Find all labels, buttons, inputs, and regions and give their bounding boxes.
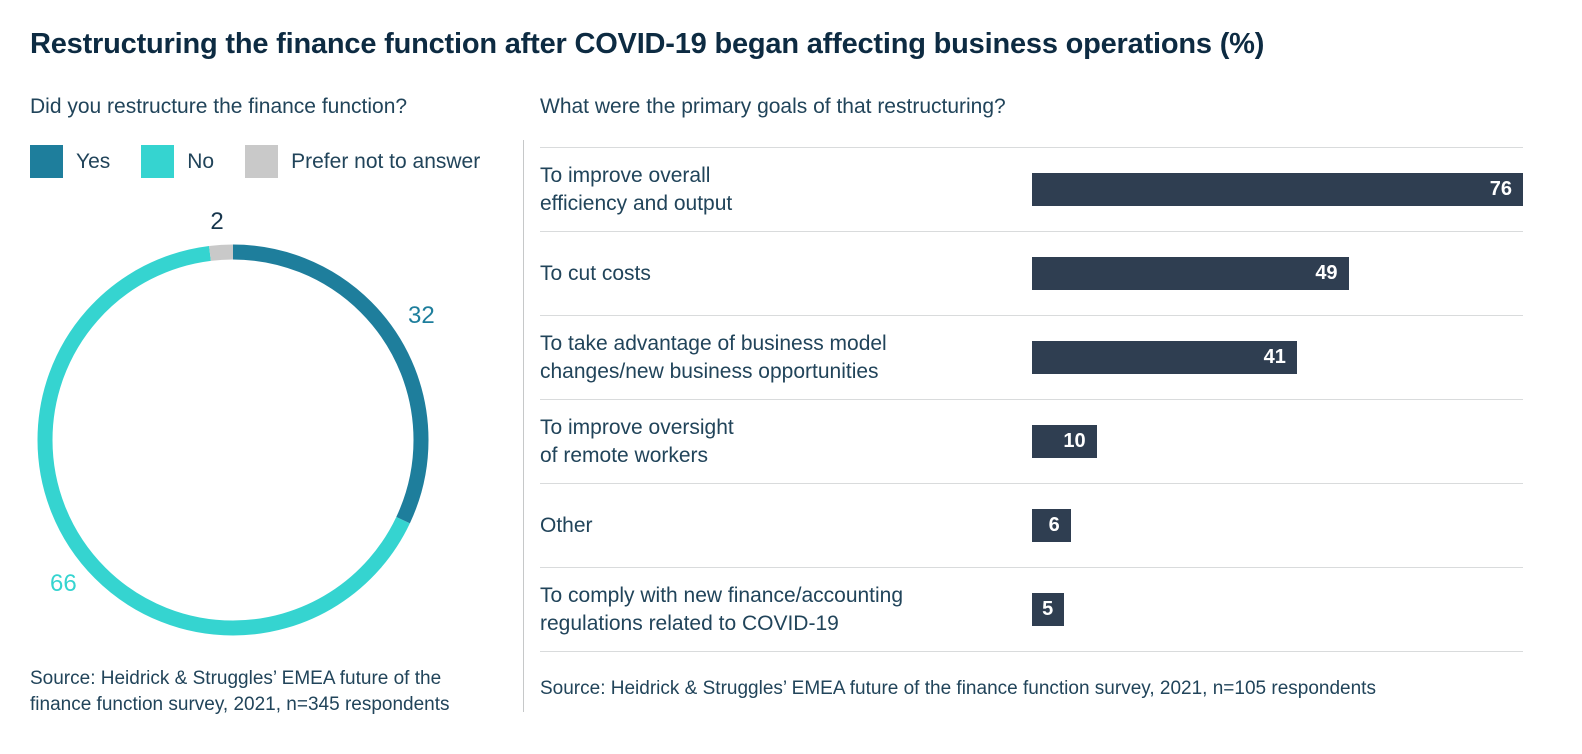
bar-track: 6 — [1032, 509, 1523, 542]
bar-value-label: 5 — [1042, 598, 1054, 620]
legend-label-no: No — [187, 149, 215, 173]
bar-chart: To improve overall efficiency and output 7… — [540, 147, 1523, 652]
legend-label-yes: Yes — [76, 149, 111, 173]
bar: 10 — [1032, 425, 1097, 458]
bar-row: To take advantage of business model chang… — [540, 315, 1523, 399]
legend-swatch-prefer-not-to-answer — [245, 145, 279, 178]
bar-row: To improve oversight of remote workers 10 — [540, 399, 1523, 483]
bar-row: To comply with new finance/accounting reg… — [540, 567, 1523, 651]
bar-category-label: To comply with new finance/accounting reg… — [540, 583, 904, 635]
bar-track: 5 — [1032, 593, 1523, 626]
left-source-line-1: Source: Heidrick & Struggles’ EMEA futur… — [30, 668, 442, 689]
legend-item-no: No — [141, 145, 214, 178]
bar-value-label: 41 — [1263, 346, 1286, 368]
bar-track: 49 — [1032, 257, 1523, 290]
bar-category-label: To cut costs — [540, 261, 651, 285]
donut-value-no: 66 — [50, 570, 77, 597]
bar-value-label: 6 — [1048, 514, 1060, 536]
bar: 6 — [1032, 509, 1071, 542]
donut-legend: Yes No Prefer not to answer — [30, 145, 511, 178]
bar-value-label: 49 — [1315, 262, 1338, 284]
bar-row: To cut costs 49 — [540, 231, 1523, 315]
bar-category-label: Other — [540, 513, 593, 537]
bar: 41 — [1032, 341, 1297, 374]
legend-swatch-yes — [30, 145, 63, 178]
left-source-line-2: finance function survey, 2021, n=345 res… — [30, 694, 450, 715]
left-source-note: Source: Heidrick & Struggles’ EMEA futur… — [30, 666, 450, 718]
bar-category-label: To take advantage of business model chang… — [540, 331, 887, 383]
donut-value-prefer-not-to-answer: 2 — [210, 208, 224, 235]
bar-value-label: 76 — [1489, 178, 1512, 200]
left-panel-question: Did you restructure the finance function… — [30, 95, 408, 118]
panel-divider — [523, 140, 524, 712]
donut-segment-prefer-not-to-answer — [37, 244, 429, 636]
bar-row: To improve overall efficiency and output 7… — [540, 147, 1523, 231]
bar-row: Other 6 — [540, 483, 1523, 567]
bar: 49 — [1032, 257, 1349, 290]
bar-category-label: To improve oversight of remote workers — [540, 415, 734, 467]
bar-category-label: To improve overall efficiency and output — [540, 163, 733, 215]
bar-track: 76 — [1032, 173, 1523, 206]
legend-item-prefer-not-to-answer: Prefer not to answer — [245, 145, 480, 178]
bar-track: 41 — [1032, 341, 1523, 374]
bar-track: 10 — [1032, 425, 1523, 458]
donut-value-yes: 32 — [408, 302, 435, 329]
donut-chart-area: 32 66 2 — [30, 200, 490, 660]
right-source-note: Source: Heidrick & Struggles’ EMEA futur… — [540, 678, 1376, 699]
legend-swatch-no — [141, 145, 175, 178]
bar: 76 — [1032, 173, 1523, 206]
donut-chart — [37, 244, 429, 636]
legend-label-prefer-not-to-answer: Prefer not to answer — [291, 149, 481, 173]
donut-segment-no — [37, 244, 429, 636]
page-title: Restructuring the finance function after… — [30, 28, 1265, 60]
bar-value-label: 10 — [1063, 430, 1086, 452]
bar: 5 — [1032, 593, 1065, 626]
legend-item-yes: Yes — [30, 145, 110, 178]
right-panel-question: What were the primary goals of that rest… — [540, 95, 1006, 118]
